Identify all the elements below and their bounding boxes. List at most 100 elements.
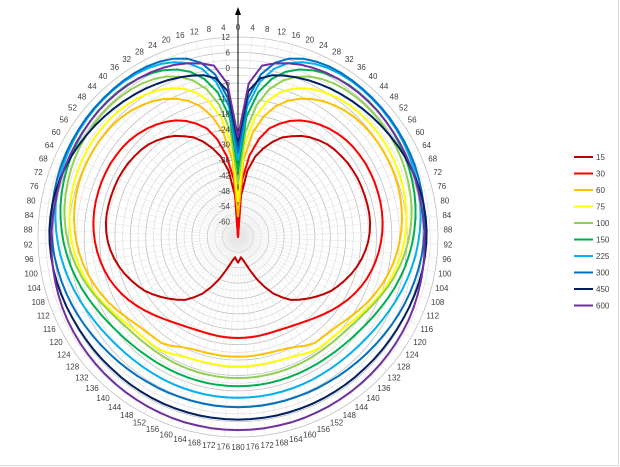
angular-tick-label: 112 bbox=[426, 312, 439, 321]
grid-spoke bbox=[237, 75, 356, 238]
angular-tick-label: 172 bbox=[261, 441, 275, 450]
angular-tick-label: 136 bbox=[85, 384, 99, 393]
grid-spoke bbox=[156, 54, 239, 238]
angular-tick-label: 24 bbox=[148, 41, 157, 50]
series-line-450 bbox=[48, 74, 428, 421]
legend-label-30: 30 bbox=[596, 170, 605, 179]
grid-spoke bbox=[52, 236, 239, 313]
angular-tick-label: 64 bbox=[45, 141, 54, 150]
angular-tick-label: 68 bbox=[39, 154, 48, 163]
angular-tick-label: 180 bbox=[231, 443, 245, 452]
series-line-300 bbox=[50, 57, 426, 409]
grid-spoke bbox=[89, 236, 239, 372]
angular-tick-label: 52 bbox=[68, 104, 77, 113]
angular-tick-label: 40 bbox=[99, 72, 108, 81]
angular-tick-label: 92 bbox=[443, 240, 452, 249]
angular-tick-label: 116 bbox=[43, 325, 56, 334]
angular-tick-label: 12 bbox=[190, 28, 199, 37]
series-line-100 bbox=[63, 75, 413, 379]
grid-spoke bbox=[64, 136, 239, 238]
legend-label-60: 60 bbox=[596, 186, 605, 195]
angular-tick-label: 36 bbox=[357, 63, 366, 72]
angular-tick-label: 88 bbox=[24, 226, 33, 235]
grid-spoke bbox=[120, 75, 239, 238]
grid-spoke bbox=[182, 236, 239, 430]
grid-spoke bbox=[196, 236, 239, 433]
angular-tick-label: 96 bbox=[25, 255, 34, 264]
grid-spoke bbox=[156, 236, 239, 420]
grid-spoke bbox=[237, 236, 345, 407]
angular-tick-label: 112 bbox=[37, 312, 50, 321]
angular-tick-label: 88 bbox=[443, 226, 452, 235]
angular-tick-labels: 0 4 8 12 16202428323640444852566064687276808… bbox=[24, 23, 453, 452]
series-line-75 bbox=[68, 87, 408, 368]
angular-tick-label: 140 bbox=[366, 394, 380, 403]
grid-spoke bbox=[72, 124, 239, 238]
angular-tick-label: 4 bbox=[221, 24, 226, 33]
grid-spoke bbox=[237, 236, 280, 433]
angular-tick-label: 172 bbox=[202, 441, 216, 450]
angular-tick-label: 48 bbox=[390, 93, 399, 102]
radial-tick-label: -30 bbox=[218, 141, 230, 150]
grid-spoke bbox=[237, 102, 387, 238]
radial-tick-label: -24 bbox=[218, 125, 230, 134]
grid-spoke bbox=[237, 236, 356, 399]
grid-spoke bbox=[58, 236, 239, 325]
angular-tick-label: 36 bbox=[110, 63, 119, 72]
angular-tick-label: 168 bbox=[275, 438, 289, 447]
grid-spoke bbox=[237, 174, 429, 238]
angular-tick-label: 8 bbox=[207, 25, 212, 34]
angular-tick-label: 108 bbox=[32, 298, 46, 307]
grid-spoke bbox=[52, 161, 239, 238]
radial-tick-label: -6 bbox=[223, 79, 231, 88]
grid-spoke bbox=[237, 236, 424, 313]
angular-tick-label: 84 bbox=[25, 211, 34, 220]
series-line-15 bbox=[104, 134, 372, 301]
angular-tick-label: 124 bbox=[57, 350, 71, 359]
radial-tick-label: -42 bbox=[218, 172, 230, 181]
angular-tick-label: 16 bbox=[176, 31, 185, 40]
angular-tick-label: 48 bbox=[77, 93, 86, 102]
series-layer bbox=[48, 57, 428, 432]
radial-tick-label: 0 bbox=[226, 64, 231, 73]
angular-tick-label: 72 bbox=[34, 168, 43, 177]
grid-spoke bbox=[237, 188, 433, 238]
grid-spoke bbox=[237, 67, 345, 238]
angular-tick-label: 124 bbox=[405, 350, 419, 359]
grid-spoke bbox=[237, 124, 404, 238]
angular-tick-label: 128 bbox=[397, 362, 411, 371]
legend: 15 30 60 75 100 150 225 300 450 600 bbox=[574, 153, 610, 311]
angular-tick-label: 176 bbox=[246, 443, 260, 452]
angular-tick-label: 8 bbox=[265, 25, 270, 34]
legend-label-150: 150 bbox=[596, 236, 610, 245]
angular-tick-label: 152 bbox=[133, 418, 147, 427]
angular-tick-label: 116 bbox=[420, 325, 433, 334]
grid-spoke bbox=[237, 236, 333, 414]
angular-tick-label: 148 bbox=[120, 411, 134, 420]
grid-spoke bbox=[98, 236, 239, 382]
grid-spoke bbox=[38, 229, 239, 238]
grid-spoke bbox=[40, 236, 239, 273]
legend-label-100: 100 bbox=[596, 219, 610, 228]
grid-spoke bbox=[109, 83, 239, 238]
angular-tick-label: 32 bbox=[122, 55, 131, 64]
angular-tick-label: 56 bbox=[59, 116, 68, 125]
angular-tick-label: 152 bbox=[330, 418, 344, 427]
grid-spoke bbox=[237, 149, 418, 238]
grid-spoke bbox=[47, 174, 239, 238]
grid-spoke bbox=[237, 44, 294, 238]
angular-tick-label: 32 bbox=[345, 55, 354, 64]
angular-tick-label: 132 bbox=[387, 374, 401, 383]
grid-spoke bbox=[80, 113, 239, 238]
angular-tick-label: 120 bbox=[413, 338, 427, 347]
angular-tick-label: 68 bbox=[428, 154, 437, 163]
grid-spoke bbox=[72, 236, 239, 350]
grid-spoke bbox=[131, 236, 239, 407]
series-line-60 bbox=[73, 97, 403, 358]
grid-spoke bbox=[237, 236, 404, 350]
angular-tick-label: 120 bbox=[49, 338, 63, 347]
angular-tick-label: 52 bbox=[399, 104, 408, 113]
grid-spoke bbox=[237, 236, 387, 372]
grid-spoke bbox=[237, 236, 418, 325]
angular-tick-label: 72 bbox=[433, 168, 442, 177]
